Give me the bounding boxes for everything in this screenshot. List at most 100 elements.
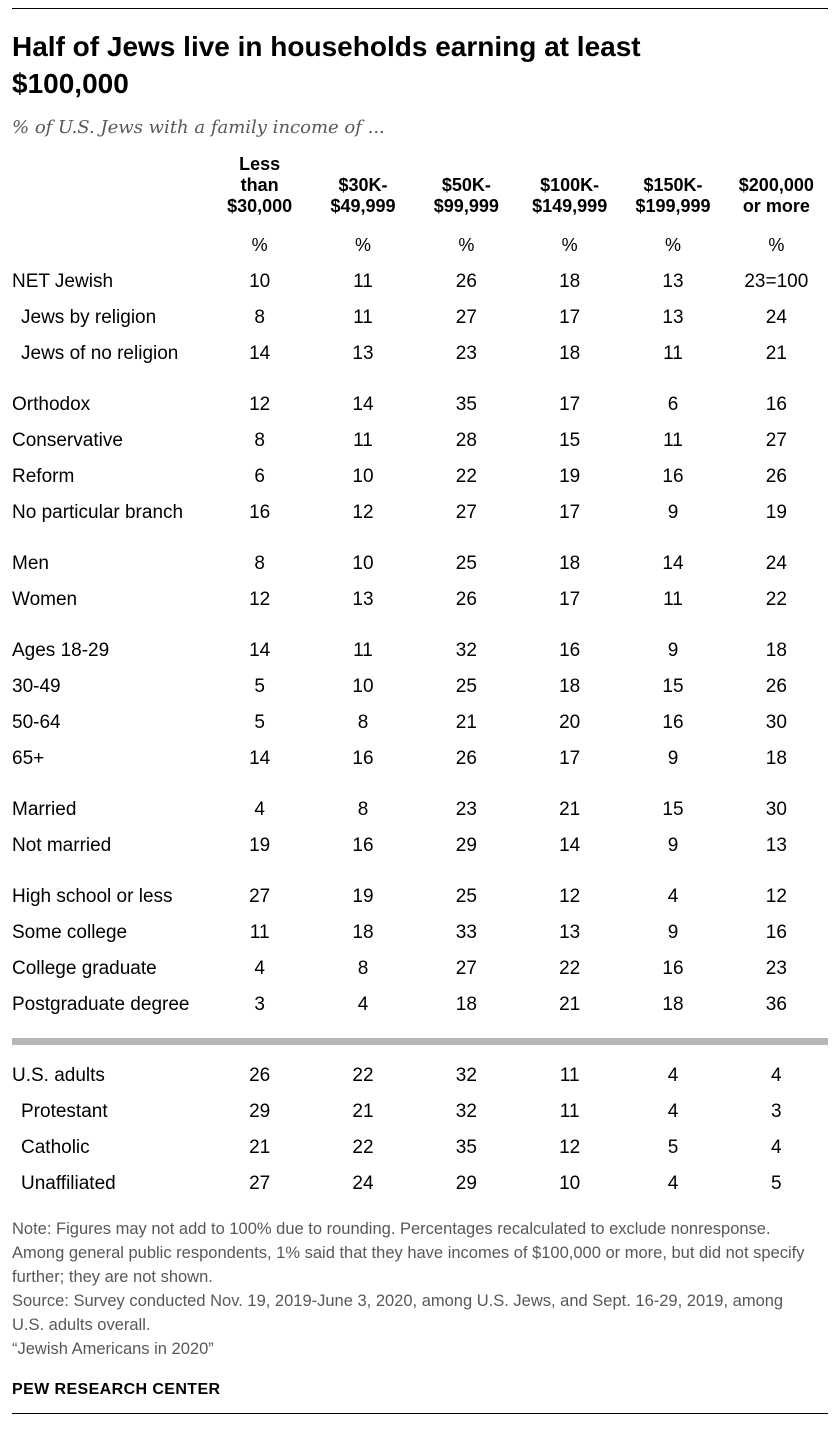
value-cell: 22 (559, 957, 581, 979)
value-cell: 25 (455, 885, 477, 907)
value-cell: 16 (352, 834, 374, 856)
value-cell: 15 (662, 675, 684, 697)
value-cell: 17 (559, 588, 581, 610)
table-row: U.S. adults 26 22 32 11 4 4 (12, 1058, 828, 1094)
income-table: Less than $30,000 $30K- $49,999 $50K- $99,999 $… (12, 154, 828, 1202)
value-cell: 9 (667, 639, 679, 661)
value-cell: 6 (667, 393, 679, 415)
brand-footer: PEW RESEARCH CENTER (12, 1381, 221, 1399)
value-cell: 10 (352, 675, 374, 697)
value-cell: 10 (352, 465, 374, 487)
chart-subtitle: % of U.S. Jews with a family income of .… (12, 116, 385, 138)
value-cell: 30 (765, 798, 787, 820)
value-cell: 29 (455, 834, 477, 856)
table-row: Conservative 8 11 28 15 11 27 (12, 423, 828, 459)
value-cell: 25 (455, 552, 477, 574)
value-cell: 4 (771, 1136, 782, 1158)
row-label: Orthodox (12, 393, 91, 415)
unit-percent: % (561, 234, 578, 255)
value-cell: 27 (455, 501, 477, 523)
value-cell: 18 (559, 552, 581, 574)
value-cell: 16 (662, 465, 684, 487)
column-header: Less than $30,000 (227, 153, 293, 216)
value-cell: 22 (352, 1136, 374, 1158)
row-label: 30-49 (12, 675, 61, 697)
table-row: 65+ 14 16 26 17 9 18 (12, 741, 828, 777)
value-cell: 11 (353, 429, 373, 451)
value-cell: 21 (765, 342, 787, 364)
value-cell: 18 (765, 747, 787, 769)
value-cell: 8 (254, 306, 265, 328)
table-row: High school or less 27 19 25 12 4 12 (12, 879, 828, 915)
value-cell: 28 (455, 429, 477, 451)
value-cell: 6 (254, 465, 265, 487)
row-label: Jews by religion (21, 306, 157, 328)
value-cell: 21 (455, 711, 477, 733)
value-cell: 26 (455, 588, 477, 610)
value-cell: 11 (663, 342, 683, 364)
value-cell: 14 (352, 393, 374, 415)
row-label: Some college (12, 921, 128, 943)
value-cell: 12 (559, 885, 581, 907)
value-cell: 8 (254, 429, 265, 451)
value-cell: 12 (249, 393, 271, 415)
value-cell: 27 (455, 957, 477, 979)
value-cell: 9 (667, 501, 679, 523)
value-cell: 5 (667, 1136, 679, 1158)
footnote: Note: Figures may not add to 100% due to… (12, 1219, 805, 1286)
column-header: $30K- $49,999 (330, 174, 396, 216)
value-cell: 22 (455, 465, 477, 487)
value-cell: 30 (765, 711, 787, 733)
row-label: Postgraduate degree (12, 993, 190, 1015)
row-group: Married 4 8 23 21 15 30 Not married 19 16 29 14 9 13 (12, 792, 828, 864)
value-cell: 14 (559, 834, 581, 856)
value-cell: 14 (662, 552, 684, 574)
table-row: Postgraduate degree 3 4 18 21 18 36 (12, 987, 828, 1023)
column-header: $200,000 or more (738, 174, 814, 216)
value-cell: 24 (765, 552, 787, 574)
value-cell: 11 (353, 639, 373, 661)
table-row: Men 8 10 25 18 14 24 (12, 546, 828, 582)
value-cell: 26 (455, 747, 477, 769)
value-cell: 14 (249, 747, 271, 769)
value-cell: 9 (667, 921, 679, 943)
value-cell: 22 (352, 1064, 374, 1086)
value-cell: 4 (667, 1172, 679, 1194)
report-title: “Jewish Americans in 2020” (12, 1339, 214, 1358)
value-cell: 13 (662, 306, 684, 328)
value-cell: 5 (254, 675, 265, 697)
top-rule (12, 8, 828, 9)
value-cell: 32 (455, 1064, 477, 1086)
column-header: $50K- $99,999 (433, 174, 499, 216)
value-cell: 11 (353, 306, 373, 328)
unit-row: %%%%%% (12, 235, 828, 256)
value-cell: 9 (667, 834, 679, 856)
source-note: Source: Survey conducted Nov. 19, 2019-J… (12, 1291, 784, 1334)
row-group: U.S. adults 26 22 32 11 4 4 Protestant 29 21 32 11 4… (12, 1058, 828, 1202)
value-cell: 16 (559, 639, 581, 661)
value-cell: 24 (765, 306, 787, 328)
value-cell: 16 (662, 957, 684, 979)
value-cell: 27 (249, 1172, 271, 1194)
value-cell: 16 (765, 393, 787, 415)
value-cell: 17 (559, 393, 581, 415)
row-group: Orthodox 12 14 35 17 6 16 Conservative 8 11 28 15 11… (12, 387, 828, 531)
column-header: $100K- $149,999 (532, 174, 608, 216)
value-cell: 17 (559, 747, 581, 769)
value-cell: 14 (249, 639, 271, 661)
table-row: Some college 11 18 33 13 9 16 (12, 915, 828, 951)
value-cell: 22 (765, 588, 787, 610)
row-label: College graduate (12, 957, 157, 979)
value-cell: 36 (765, 993, 787, 1015)
value-cell: 35 (455, 1136, 477, 1158)
value-cell: 3 (771, 1100, 782, 1122)
value-cell: 4 (771, 1064, 782, 1086)
table-row: College graduate 4 8 27 22 16 23 (12, 951, 828, 987)
table-row: NET Jewish 10 11 26 18 13 23=100 (12, 264, 828, 300)
row-label: Reform (12, 465, 75, 487)
value-cell: 23 (765, 957, 787, 979)
notes-block: Note: Figures may not add to 100% due to… (12, 1218, 828, 1362)
value-cell: 26 (249, 1064, 271, 1086)
value-cell: 13 (352, 588, 374, 610)
table-row: Orthodox 12 14 35 17 6 16 (12, 387, 828, 423)
